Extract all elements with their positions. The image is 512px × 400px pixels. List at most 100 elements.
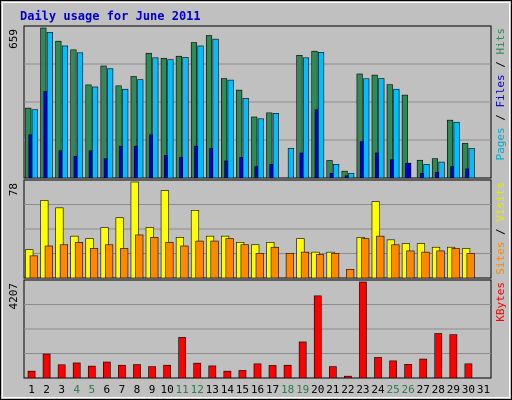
legend-entry: / bbox=[494, 108, 507, 128]
bar-kbytes bbox=[72, 362, 81, 379]
bar-sites bbox=[59, 244, 68, 279]
legend-entry: / bbox=[494, 55, 507, 75]
bar-kbytes bbox=[87, 365, 96, 379]
bar-sites bbox=[270, 246, 279, 279]
bar-kbytes bbox=[57, 364, 66, 379]
day-label: 31 bbox=[477, 383, 490, 396]
bar-sites bbox=[105, 244, 114, 279]
bar-pages bbox=[76, 52, 84, 179]
bar-kbytes bbox=[328, 366, 337, 379]
bar-kbytes bbox=[178, 337, 187, 379]
bar-sites bbox=[210, 240, 219, 279]
day-label: 4 bbox=[73, 383, 80, 396]
bar-sites bbox=[346, 269, 355, 279]
bar-kbytes bbox=[27, 370, 36, 379]
bar-pages bbox=[363, 78, 370, 179]
bar-kbytes bbox=[42, 353, 51, 379]
bar-kbytes bbox=[283, 364, 292, 379]
bar-hits bbox=[296, 55, 303, 179]
bar-sites bbox=[89, 248, 99, 279]
bar-kbytes bbox=[148, 366, 156, 379]
day-label: 28 bbox=[432, 383, 445, 396]
bar-kbytes bbox=[208, 365, 217, 379]
bar-sites bbox=[391, 244, 400, 279]
series-legend: Pages / Files / Hits bbox=[494, 28, 507, 161]
bar-pages bbox=[318, 52, 325, 179]
bar-pages bbox=[393, 88, 400, 179]
day-label: 30 bbox=[462, 383, 475, 396]
day-label: 24 bbox=[371, 383, 385, 396]
bar-kbytes bbox=[434, 333, 443, 379]
bar-pages bbox=[61, 45, 68, 179]
bar-kbytes bbox=[419, 358, 428, 379]
legend-entry: KBytes bbox=[494, 282, 507, 322]
max-label: 659 bbox=[7, 29, 20, 49]
bar-hits bbox=[115, 85, 122, 179]
bar-pages bbox=[212, 38, 219, 179]
bar-sites bbox=[451, 248, 460, 279]
bar-kbytes bbox=[464, 363, 473, 379]
bar-pages bbox=[182, 57, 189, 179]
day-label: 6 bbox=[104, 383, 111, 396]
bar-hits bbox=[431, 158, 439, 179]
bar-files bbox=[405, 162, 412, 179]
legend-entry: Pages bbox=[494, 127, 507, 160]
bar-pages bbox=[107, 68, 114, 179]
bar-pages bbox=[92, 86, 99, 179]
bar-sites bbox=[255, 253, 264, 279]
bar-pages bbox=[287, 148, 294, 179]
bar-sites bbox=[29, 255, 38, 279]
bar-visits bbox=[130, 181, 139, 279]
day-label: 19 bbox=[296, 383, 309, 396]
day-label: 14 bbox=[221, 383, 235, 396]
bar-pages bbox=[197, 45, 204, 179]
bar-hits bbox=[205, 35, 213, 179]
day-label: 11 bbox=[176, 383, 189, 396]
day-label: 20 bbox=[311, 383, 324, 396]
bar-hits bbox=[447, 119, 454, 179]
bar-sites bbox=[225, 238, 234, 279]
bar-hits bbox=[386, 84, 393, 179]
max-label: 4207 bbox=[7, 283, 20, 310]
bar-sites bbox=[180, 245, 189, 279]
bar-kbytes bbox=[374, 357, 382, 379]
day-label: 7 bbox=[119, 383, 126, 396]
day-label: 18 bbox=[281, 383, 294, 396]
day-label: 25 bbox=[386, 383, 399, 396]
legend-entry: / bbox=[494, 222, 507, 242]
bar-sites bbox=[195, 240, 204, 279]
bar-hits bbox=[341, 170, 348, 179]
series-legend: KBytes bbox=[494, 282, 507, 322]
bar-sites bbox=[436, 250, 445, 279]
day-label: 1 bbox=[28, 383, 35, 396]
panel-visits-sites: 78 Sites / Visits bbox=[7, 179, 507, 279]
bar-sites bbox=[120, 248, 129, 279]
bar-sites bbox=[331, 253, 340, 279]
bar-pages bbox=[242, 98, 249, 179]
bar-kbytes bbox=[238, 370, 247, 379]
bar-hits bbox=[70, 49, 77, 179]
bar-kbytes bbox=[253, 363, 262, 379]
bar-pages bbox=[333, 164, 340, 179]
bar-kbytes bbox=[344, 375, 352, 379]
bar-hits bbox=[145, 52, 152, 179]
bar-pages bbox=[227, 79, 234, 179]
bar-pages bbox=[378, 78, 385, 179]
bar-sites bbox=[74, 242, 84, 279]
bar-hits bbox=[266, 112, 273, 179]
bar-pages bbox=[453, 121, 460, 179]
bar-hits bbox=[371, 74, 378, 179]
legend-entry: Files bbox=[494, 74, 507, 107]
bar-pages bbox=[272, 113, 279, 179]
bar-sites bbox=[135, 234, 144, 279]
bar-sites bbox=[466, 253, 475, 279]
bar-kbytes bbox=[359, 281, 367, 379]
day-label: 29 bbox=[447, 383, 460, 396]
bar-visits bbox=[40, 200, 49, 279]
bar-pages bbox=[468, 148, 475, 179]
bar-kbytes bbox=[449, 334, 458, 379]
bar-kbytes bbox=[404, 364, 412, 379]
bar-hits bbox=[326, 160, 333, 179]
bar-sites bbox=[300, 251, 310, 279]
